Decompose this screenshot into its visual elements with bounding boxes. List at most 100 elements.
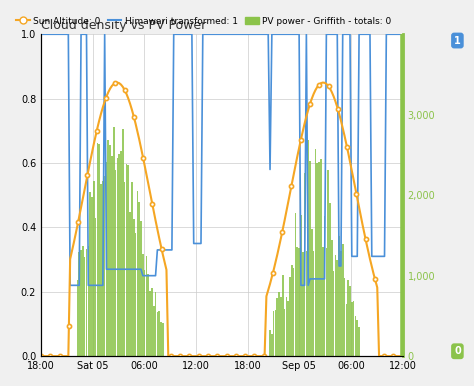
Bar bbox=[296, 247, 298, 356]
Bar bbox=[82, 246, 84, 356]
Bar bbox=[335, 254, 336, 356]
Bar bbox=[326, 248, 327, 356]
Bar bbox=[117, 158, 118, 356]
Bar bbox=[158, 311, 160, 356]
Bar bbox=[331, 240, 333, 356]
Bar bbox=[104, 176, 106, 356]
Bar bbox=[88, 246, 89, 356]
Bar bbox=[284, 308, 285, 356]
Bar bbox=[124, 182, 126, 356]
Bar bbox=[337, 260, 338, 356]
Bar bbox=[84, 257, 85, 356]
Bar bbox=[338, 235, 340, 356]
Bar bbox=[333, 271, 335, 356]
Bar bbox=[342, 244, 344, 356]
Bar bbox=[109, 145, 111, 356]
Bar bbox=[329, 203, 331, 356]
Bar bbox=[93, 181, 95, 356]
Bar bbox=[274, 310, 276, 356]
Bar bbox=[346, 305, 347, 356]
Bar bbox=[317, 163, 318, 356]
Bar bbox=[340, 251, 342, 356]
Bar bbox=[100, 184, 102, 356]
Bar bbox=[80, 251, 82, 356]
Bar bbox=[291, 265, 292, 356]
Bar bbox=[307, 140, 309, 356]
Bar bbox=[149, 291, 151, 356]
Bar bbox=[306, 251, 307, 356]
Bar bbox=[355, 316, 356, 356]
Bar bbox=[131, 181, 133, 356]
Bar bbox=[285, 297, 287, 356]
Bar bbox=[129, 212, 131, 356]
Bar bbox=[156, 312, 158, 356]
Bar bbox=[322, 247, 324, 356]
Bar bbox=[311, 229, 313, 356]
Bar bbox=[300, 215, 302, 356]
Bar bbox=[320, 159, 322, 356]
Bar bbox=[146, 256, 147, 356]
Bar bbox=[102, 181, 104, 356]
Bar bbox=[86, 249, 87, 356]
Text: 0: 0 bbox=[454, 346, 461, 356]
Bar bbox=[315, 149, 316, 356]
Bar bbox=[160, 322, 162, 356]
Bar bbox=[95, 218, 96, 356]
Bar bbox=[295, 213, 296, 356]
Bar bbox=[133, 218, 135, 356]
Bar bbox=[122, 129, 124, 356]
Bar bbox=[142, 254, 144, 356]
Bar bbox=[147, 274, 149, 356]
Bar bbox=[273, 311, 274, 356]
Bar bbox=[118, 154, 120, 356]
Bar bbox=[97, 143, 98, 356]
Bar bbox=[271, 334, 273, 356]
Bar bbox=[318, 162, 320, 356]
Bar bbox=[282, 274, 283, 356]
Bar bbox=[153, 306, 155, 356]
Bar bbox=[91, 197, 93, 356]
Bar bbox=[138, 202, 140, 356]
Bar bbox=[356, 320, 358, 356]
Bar bbox=[324, 216, 325, 356]
Bar bbox=[280, 297, 282, 356]
Text: Cloud density vs PV Power: Cloud density vs PV Power bbox=[41, 19, 206, 32]
Bar bbox=[128, 165, 129, 356]
Bar bbox=[111, 156, 113, 356]
Legend: Sun Altitude: 0, Himawari transformed: 1, PV power - Griffith - totals: 0: Sun Altitude: 0, Himawari transformed: 1… bbox=[12, 13, 395, 29]
Bar bbox=[351, 301, 353, 356]
Bar bbox=[113, 127, 115, 356]
Bar bbox=[126, 164, 128, 356]
Bar bbox=[276, 298, 278, 356]
Text: 1: 1 bbox=[454, 36, 461, 46]
Bar bbox=[78, 252, 80, 356]
Bar bbox=[344, 278, 346, 356]
Bar bbox=[137, 191, 138, 356]
Bar bbox=[106, 162, 107, 356]
Bar bbox=[302, 252, 303, 356]
Bar bbox=[353, 301, 355, 356]
Bar bbox=[347, 281, 349, 356]
Bar bbox=[289, 277, 291, 356]
Bar bbox=[151, 288, 153, 356]
Bar bbox=[304, 173, 305, 356]
Bar bbox=[298, 248, 300, 356]
Bar bbox=[269, 330, 271, 356]
Bar bbox=[349, 286, 351, 356]
Bar bbox=[313, 251, 314, 356]
Bar bbox=[115, 169, 117, 356]
Bar bbox=[278, 292, 280, 356]
Bar bbox=[120, 151, 122, 356]
Bar bbox=[77, 281, 78, 356]
Bar bbox=[358, 327, 360, 356]
Bar bbox=[140, 220, 142, 356]
Bar bbox=[135, 233, 137, 356]
Bar bbox=[287, 301, 289, 356]
Bar bbox=[99, 144, 100, 356]
Bar bbox=[108, 139, 109, 356]
Bar bbox=[144, 271, 146, 356]
Bar bbox=[89, 191, 91, 356]
Bar bbox=[155, 293, 156, 356]
Bar bbox=[162, 323, 164, 356]
Bar bbox=[328, 170, 329, 356]
